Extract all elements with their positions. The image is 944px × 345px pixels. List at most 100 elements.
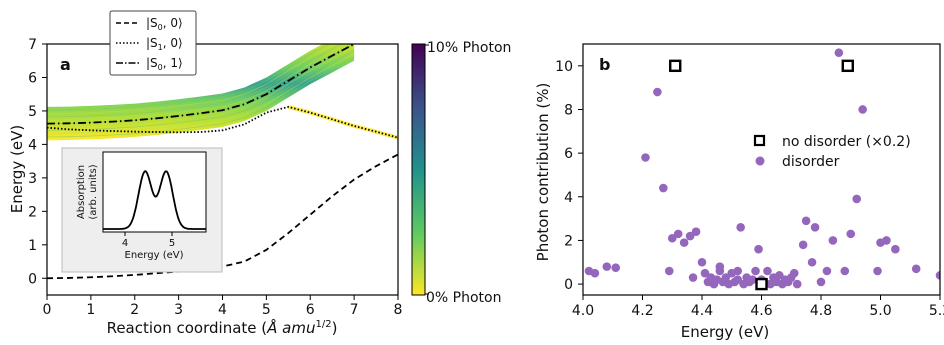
panel-b-label: b <box>599 55 610 74</box>
inset-xtick-label-5: 5 <box>169 238 175 249</box>
disorder-point <box>733 275 742 285</box>
disorder-point <box>810 223 820 232</box>
photon-band-stripe <box>47 53 355 135</box>
legend-s0-0: |S0, 0⟩ <box>146 16 183 32</box>
inset-frame <box>102 151 207 233</box>
panel-b-xtick-label: 4.8 <box>810 303 832 319</box>
legend-circle-marker <box>755 156 765 166</box>
disorder-point <box>935 271 940 280</box>
disorder-point <box>882 236 891 245</box>
disorder-point <box>685 231 695 241</box>
panel-a-xtick-label: 4 <box>218 302 227 318</box>
disorder-point <box>721 273 731 282</box>
series-s0-1-line <box>47 44 355 125</box>
disorder-point <box>798 240 808 250</box>
panel-b-points <box>584 48 940 291</box>
disorder-point <box>775 271 784 280</box>
legend-s1-0: |S1, 0⟩ <box>146 36 183 52</box>
disorder-point <box>828 236 838 245</box>
panel-a-xtick-label: 6 <box>306 302 315 318</box>
panel-a-ytick-label: 0 <box>28 271 37 287</box>
disorder-point <box>751 266 760 276</box>
panel-a-ylabel: Energy (eV) <box>8 125 26 213</box>
legend-no-disorder: no disorder (×0.2) <box>782 134 911 150</box>
panel-a: 0 1 2 3 4 5 6 7 8 0 1 2 3 4 5 6 7 a Energy (eV) Reaction… <box>8 10 511 337</box>
panel-a-ytick-label: 5 <box>28 104 37 120</box>
panel-b-legend: no disorder (×0.2) disorder <box>753 134 911 170</box>
photon-band-stripe <box>47 44 349 121</box>
disorder-point <box>667 233 677 243</box>
disorder-point <box>852 194 861 204</box>
disorder-point <box>691 227 701 237</box>
disorder-point <box>754 244 763 254</box>
disorder-point <box>846 229 856 239</box>
panel-b-xtick-label: 4.0 <box>572 303 594 319</box>
panel-a-ytick-label: 4 <box>28 137 37 153</box>
legend-disorder: disorder <box>782 154 840 170</box>
disorder-point <box>736 223 745 232</box>
disorder-point <box>715 266 725 276</box>
panel-b-ticks: 4.0 4.2 4.4 4.6 4.8 5.0 5.2 0 2 4 6 8 10 <box>555 59 944 319</box>
disorder-point <box>611 263 621 273</box>
disorder-point <box>891 244 900 254</box>
disorder-point <box>792 279 802 289</box>
panel-b-ytick-label: 0 <box>564 277 573 293</box>
disorder-point <box>858 105 867 114</box>
disorder-point <box>653 87 662 97</box>
no-disorder-point <box>669 59 682 73</box>
panel-b-ytick-label: 8 <box>564 102 573 118</box>
disorder-point <box>700 268 710 278</box>
photon-band-stripe <box>47 50 355 131</box>
panel-a-xtick-label: 8 <box>394 302 403 318</box>
panel-b-ytick-label: 2 <box>564 233 573 249</box>
disorder-point <box>590 268 600 278</box>
photon-band-stripe <box>47 44 337 115</box>
photon-band-stripe <box>47 44 330 111</box>
disorder-point <box>834 48 844 58</box>
panel-b-xtick-label: 4.6 <box>750 303 772 319</box>
disorder-point <box>659 183 668 193</box>
colorbar: 10% Photon 0% Photon <box>411 40 511 306</box>
photon-band-stripe <box>47 44 343 118</box>
panel-a-xtick-label: 3 <box>174 302 183 318</box>
no-disorder-point <box>755 277 768 291</box>
panel-a-xtick-label: 2 <box>130 302 139 318</box>
disorder-point <box>733 266 742 276</box>
panel-b-ytick-label: 4 <box>564 190 573 206</box>
disorder-point <box>807 257 817 267</box>
panel-a-xlabel: Reaction coordinate (Å amu1/2) <box>107 318 338 337</box>
disorder-point <box>801 216 811 226</box>
disorder-point <box>679 238 689 247</box>
panel-a-xtick-label: 1 <box>86 302 95 318</box>
disorder-point <box>911 264 921 274</box>
panel-a-ytick-label: 7 <box>28 37 37 53</box>
panel-a-ytick-label: 2 <box>28 204 37 220</box>
panel-b-xlabel: Energy (eV) <box>681 323 769 341</box>
photon-band-fill <box>47 44 355 141</box>
colorbar-bottom-label: 0% Photon <box>426 290 501 306</box>
disorder-point <box>748 275 757 285</box>
panel-b: 4.0 4.2 4.4 4.6 4.8 5.0 5.2 0 2 4 6 8 10 b Photon co… <box>534 43 944 341</box>
panel-b-ytick-label: 6 <box>564 146 573 162</box>
disorder-point <box>688 273 698 282</box>
disorder-point <box>816 277 826 287</box>
disorder-point <box>873 266 882 276</box>
disorder-point <box>822 266 832 276</box>
panel-a-xtick-label: 5 <box>262 302 271 318</box>
absorption-inset: 4 5 Energy (eV) Absorption (arb. units) <box>61 147 223 273</box>
disorder-point <box>840 266 850 276</box>
panel-a-ytick-label: 6 <box>28 70 37 86</box>
inset-ylabel-1: Absorption <box>76 165 87 219</box>
disorder-point <box>602 262 612 271</box>
disorder-point <box>697 257 707 267</box>
panel-b-ytick-label: 10 <box>555 59 573 75</box>
no-disorder-point <box>841 59 854 73</box>
disorder-point <box>664 266 674 276</box>
panel-b-frame <box>582 43 941 296</box>
panel-a-ytick-label: 3 <box>28 171 37 187</box>
disorder-point <box>789 268 799 278</box>
panel-a-xtick-label: 7 <box>350 302 359 318</box>
series-s1-0-line <box>47 105 398 139</box>
panel-b-ylabel: Photon contribution (%) <box>534 83 552 262</box>
